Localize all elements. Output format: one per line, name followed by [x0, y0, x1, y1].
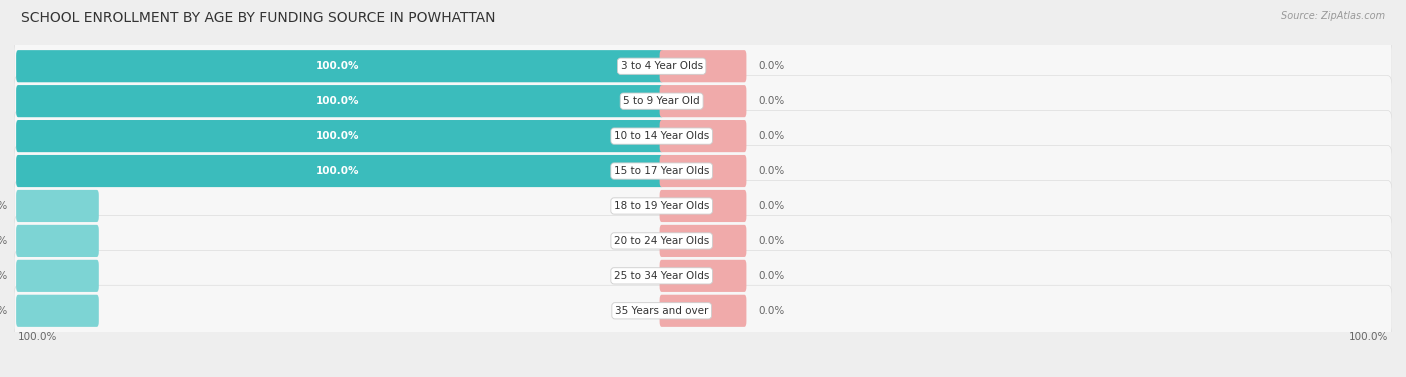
FancyBboxPatch shape — [15, 85, 664, 117]
Text: 0.0%: 0.0% — [758, 236, 785, 246]
FancyBboxPatch shape — [15, 295, 98, 327]
FancyBboxPatch shape — [659, 260, 747, 292]
FancyBboxPatch shape — [14, 76, 1392, 127]
FancyBboxPatch shape — [659, 295, 747, 327]
FancyBboxPatch shape — [15, 50, 664, 82]
Text: 20 to 24 Year Olds: 20 to 24 Year Olds — [614, 236, 709, 246]
FancyBboxPatch shape — [15, 190, 98, 222]
Text: 100.0%: 100.0% — [316, 131, 360, 141]
Text: 0.0%: 0.0% — [0, 271, 7, 281]
FancyBboxPatch shape — [14, 110, 1392, 162]
Text: SCHOOL ENROLLMENT BY AGE BY FUNDING SOURCE IN POWHATTAN: SCHOOL ENROLLMENT BY AGE BY FUNDING SOUR… — [21, 11, 495, 25]
FancyBboxPatch shape — [15, 260, 98, 292]
Text: 0.0%: 0.0% — [758, 271, 785, 281]
Text: 25 to 34 Year Olds: 25 to 34 Year Olds — [614, 271, 710, 281]
Text: 3 to 4 Year Olds: 3 to 4 Year Olds — [620, 61, 703, 71]
Text: 100.0%: 100.0% — [1348, 333, 1388, 342]
Text: 0.0%: 0.0% — [0, 306, 7, 316]
FancyBboxPatch shape — [14, 41, 1392, 92]
FancyBboxPatch shape — [659, 225, 747, 257]
Text: 35 Years and over: 35 Years and over — [614, 306, 709, 316]
Text: Source: ZipAtlas.com: Source: ZipAtlas.com — [1281, 11, 1385, 21]
FancyBboxPatch shape — [14, 181, 1392, 231]
FancyBboxPatch shape — [15, 155, 664, 187]
FancyBboxPatch shape — [14, 250, 1392, 301]
FancyBboxPatch shape — [14, 146, 1392, 196]
Text: 0.0%: 0.0% — [0, 201, 7, 211]
Text: 100.0%: 100.0% — [316, 61, 360, 71]
FancyBboxPatch shape — [659, 85, 747, 117]
Text: 10 to 14 Year Olds: 10 to 14 Year Olds — [614, 131, 709, 141]
Text: 15 to 17 Year Olds: 15 to 17 Year Olds — [614, 166, 710, 176]
Text: 0.0%: 0.0% — [758, 61, 785, 71]
FancyBboxPatch shape — [659, 155, 747, 187]
FancyBboxPatch shape — [659, 50, 747, 82]
Text: 0.0%: 0.0% — [758, 306, 785, 316]
Text: 0.0%: 0.0% — [758, 96, 785, 106]
Text: 100.0%: 100.0% — [316, 166, 360, 176]
Text: 0.0%: 0.0% — [0, 236, 7, 246]
FancyBboxPatch shape — [15, 120, 664, 152]
Text: 100.0%: 100.0% — [18, 333, 58, 342]
Text: 0.0%: 0.0% — [758, 201, 785, 211]
Text: 0.0%: 0.0% — [758, 131, 785, 141]
FancyBboxPatch shape — [15, 225, 98, 257]
FancyBboxPatch shape — [14, 215, 1392, 267]
Text: 0.0%: 0.0% — [758, 166, 785, 176]
Text: 100.0%: 100.0% — [316, 96, 360, 106]
Text: 18 to 19 Year Olds: 18 to 19 Year Olds — [614, 201, 710, 211]
Text: 5 to 9 Year Old: 5 to 9 Year Old — [623, 96, 700, 106]
FancyBboxPatch shape — [659, 190, 747, 222]
FancyBboxPatch shape — [659, 120, 747, 152]
FancyBboxPatch shape — [14, 285, 1392, 336]
